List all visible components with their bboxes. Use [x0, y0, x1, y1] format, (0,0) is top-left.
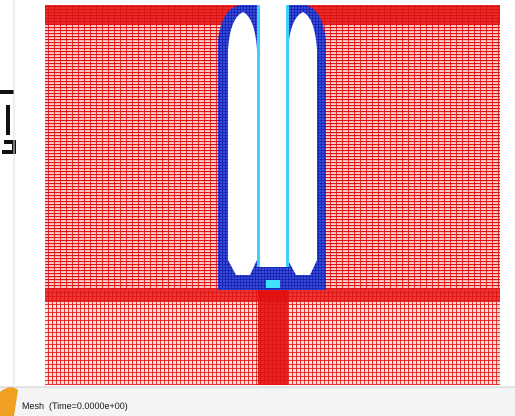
nozzle-exit [266, 280, 280, 288]
core-edge [257, 5, 260, 267]
cropped-glyph [6, 105, 10, 135]
mesh-view [0, 0, 515, 416]
mesh-plume [258, 290, 288, 385]
status-text: Mesh (Time=0.0000e+00) [22, 401, 128, 411]
viewer-window: Mesh (Time=0.0000e+00) [0, 0, 515, 416]
left-booster [228, 12, 257, 275]
cropped-glyph [0, 90, 14, 94]
core-edge [286, 5, 289, 267]
right-booster [288, 12, 317, 275]
core-stage [260, 5, 286, 267]
